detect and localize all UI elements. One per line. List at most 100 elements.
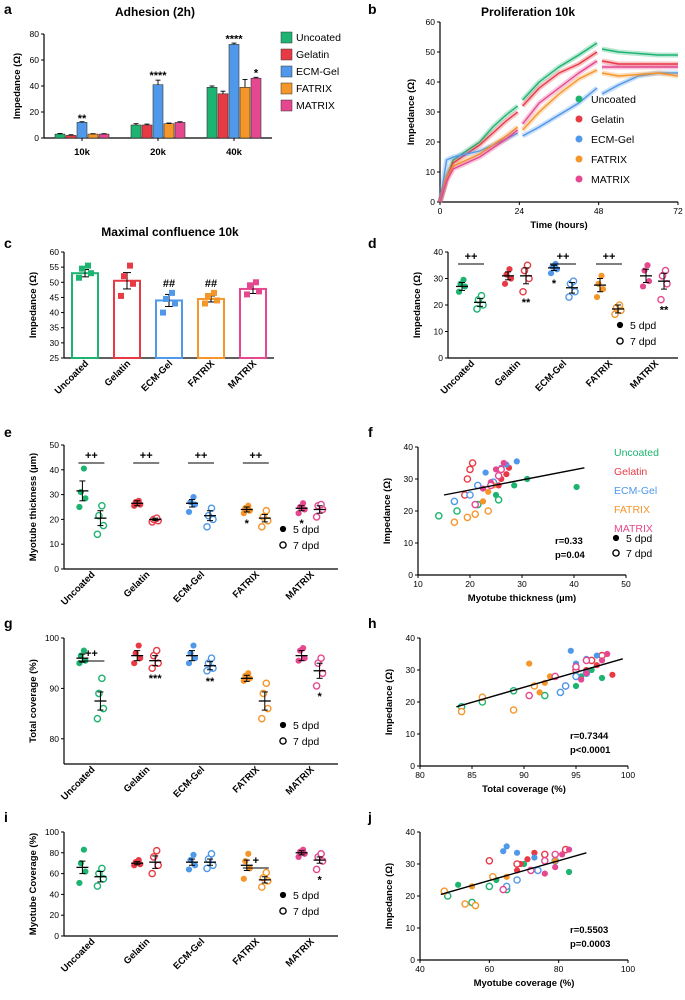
panel-label-b: b: [368, 1, 377, 17]
x-tick-label: 80: [554, 964, 564, 974]
panel-label-i: i: [4, 809, 8, 825]
data-point: [312, 682, 321, 690]
data-point: [546, 673, 554, 680]
y-axis-label: Impedance (Ω): [28, 272, 39, 338]
data-point: [185, 660, 193, 667]
data-point: [172, 300, 178, 307]
data-point: [211, 289, 217, 296]
data-point: [207, 654, 216, 662]
legend-label: FATRIX: [614, 504, 650, 516]
comparison-mark: ++: [85, 648, 98, 660]
significance-mark: *: [317, 691, 322, 703]
y-tick-label: 30: [406, 859, 416, 869]
data-point: [312, 513, 321, 521]
regression-line: [440, 852, 587, 896]
legend-label: Uncoated: [614, 447, 659, 459]
category-label: ECM-Gel: [533, 358, 569, 394]
category-label: Uncoated: [439, 358, 478, 397]
data-point: [525, 691, 534, 700]
data-point: [595, 280, 602, 287]
data-point: [131, 660, 138, 667]
data-point: [93, 714, 102, 723]
category-label: 10k: [74, 147, 91, 158]
data-point: [130, 280, 136, 287]
data-point: [598, 272, 605, 279]
data-point: [135, 642, 142, 649]
panel-h: 0 10 20 30 40 Impedance (Ω) 80 85 90 95 100 Total c…: [384, 633, 635, 795]
data-point: [207, 504, 216, 513]
chart-title: Proliferation 10k: [481, 5, 575, 19]
y-tick-label: 20: [434, 300, 444, 310]
data-point: [501, 280, 509, 287]
data-point: [485, 488, 492, 495]
category-label: Gelatin: [122, 936, 153, 967]
data-point: [76, 660, 83, 667]
y-tick-label: 30: [406, 665, 416, 675]
category-label: FATRIX: [186, 358, 218, 390]
y-axis-label: Impedance (Ω): [382, 478, 393, 544]
y-tick-label: 0: [408, 570, 413, 580]
data-point: [547, 270, 555, 277]
data-point: [460, 276, 467, 283]
y-tick-label: 80: [50, 848, 60, 858]
y-tick-label: 40: [404, 442, 414, 452]
data-point: [565, 868, 573, 876]
category-label: 20k: [150, 147, 167, 158]
significance-mark: **: [78, 113, 87, 125]
statistic-label: r=0.7344: [570, 731, 609, 742]
series-line: [601, 72, 678, 95]
y-tick-label: 30: [404, 474, 414, 484]
legend-label: FATRIX: [296, 83, 332, 95]
bar: [71, 272, 99, 360]
bar: [228, 44, 240, 139]
comparison-mark: ++: [195, 450, 208, 462]
data-point: [599, 286, 607, 293]
category-label: Gelatin: [122, 569, 153, 600]
data-point: [571, 287, 579, 296]
legend-label: 5 dpd: [626, 533, 652, 545]
x-tick-label: 48: [594, 206, 604, 216]
y-tick-label: 30: [50, 338, 60, 348]
y-tick-label: 40: [406, 633, 416, 643]
data-point: [541, 850, 549, 859]
bar: [152, 84, 164, 139]
category-label: ECM-Gel: [171, 569, 207, 605]
data-point: [541, 857, 549, 865]
legend-swatch: [280, 31, 293, 44]
legend-marker: [612, 549, 620, 557]
bar: [197, 297, 225, 360]
y-tick-label: 40: [50, 889, 60, 899]
data-point: [185, 508, 193, 516]
panel-label-h: h: [368, 615, 377, 631]
category-label: ECM-Gel: [171, 764, 207, 800]
data-point: [244, 291, 250, 298]
panel-a: Adhesion (2h) 0 20 40 60 80 Impedance (Ω) 10k 20…: [12, 5, 341, 158]
data-point: [257, 714, 266, 723]
bar: [113, 279, 141, 359]
data-point: [118, 292, 124, 299]
data-point: [295, 510, 302, 517]
y-axis-label: Impedance (Ω): [384, 669, 395, 735]
category-label: MATRIX: [284, 764, 317, 797]
data-point: [245, 502, 252, 509]
category-label: FATRIX: [584, 358, 616, 390]
y-tick-label: 10: [406, 729, 416, 739]
data-point: [160, 309, 166, 316]
legend-marker: [612, 534, 620, 542]
significance-mark: *: [317, 874, 322, 886]
data-point: [295, 853, 302, 861]
bar: [155, 299, 183, 360]
data-point: [492, 466, 500, 473]
data-point: [203, 666, 211, 675]
y-tick-label: 20: [426, 137, 436, 147]
legend-marker: [279, 737, 287, 745]
data-point: [163, 295, 169, 302]
data-point: [88, 270, 94, 277]
bar: [65, 135, 77, 139]
category-label: MATRIX: [628, 358, 661, 391]
bar: [87, 133, 99, 139]
data-point: [572, 663, 580, 671]
